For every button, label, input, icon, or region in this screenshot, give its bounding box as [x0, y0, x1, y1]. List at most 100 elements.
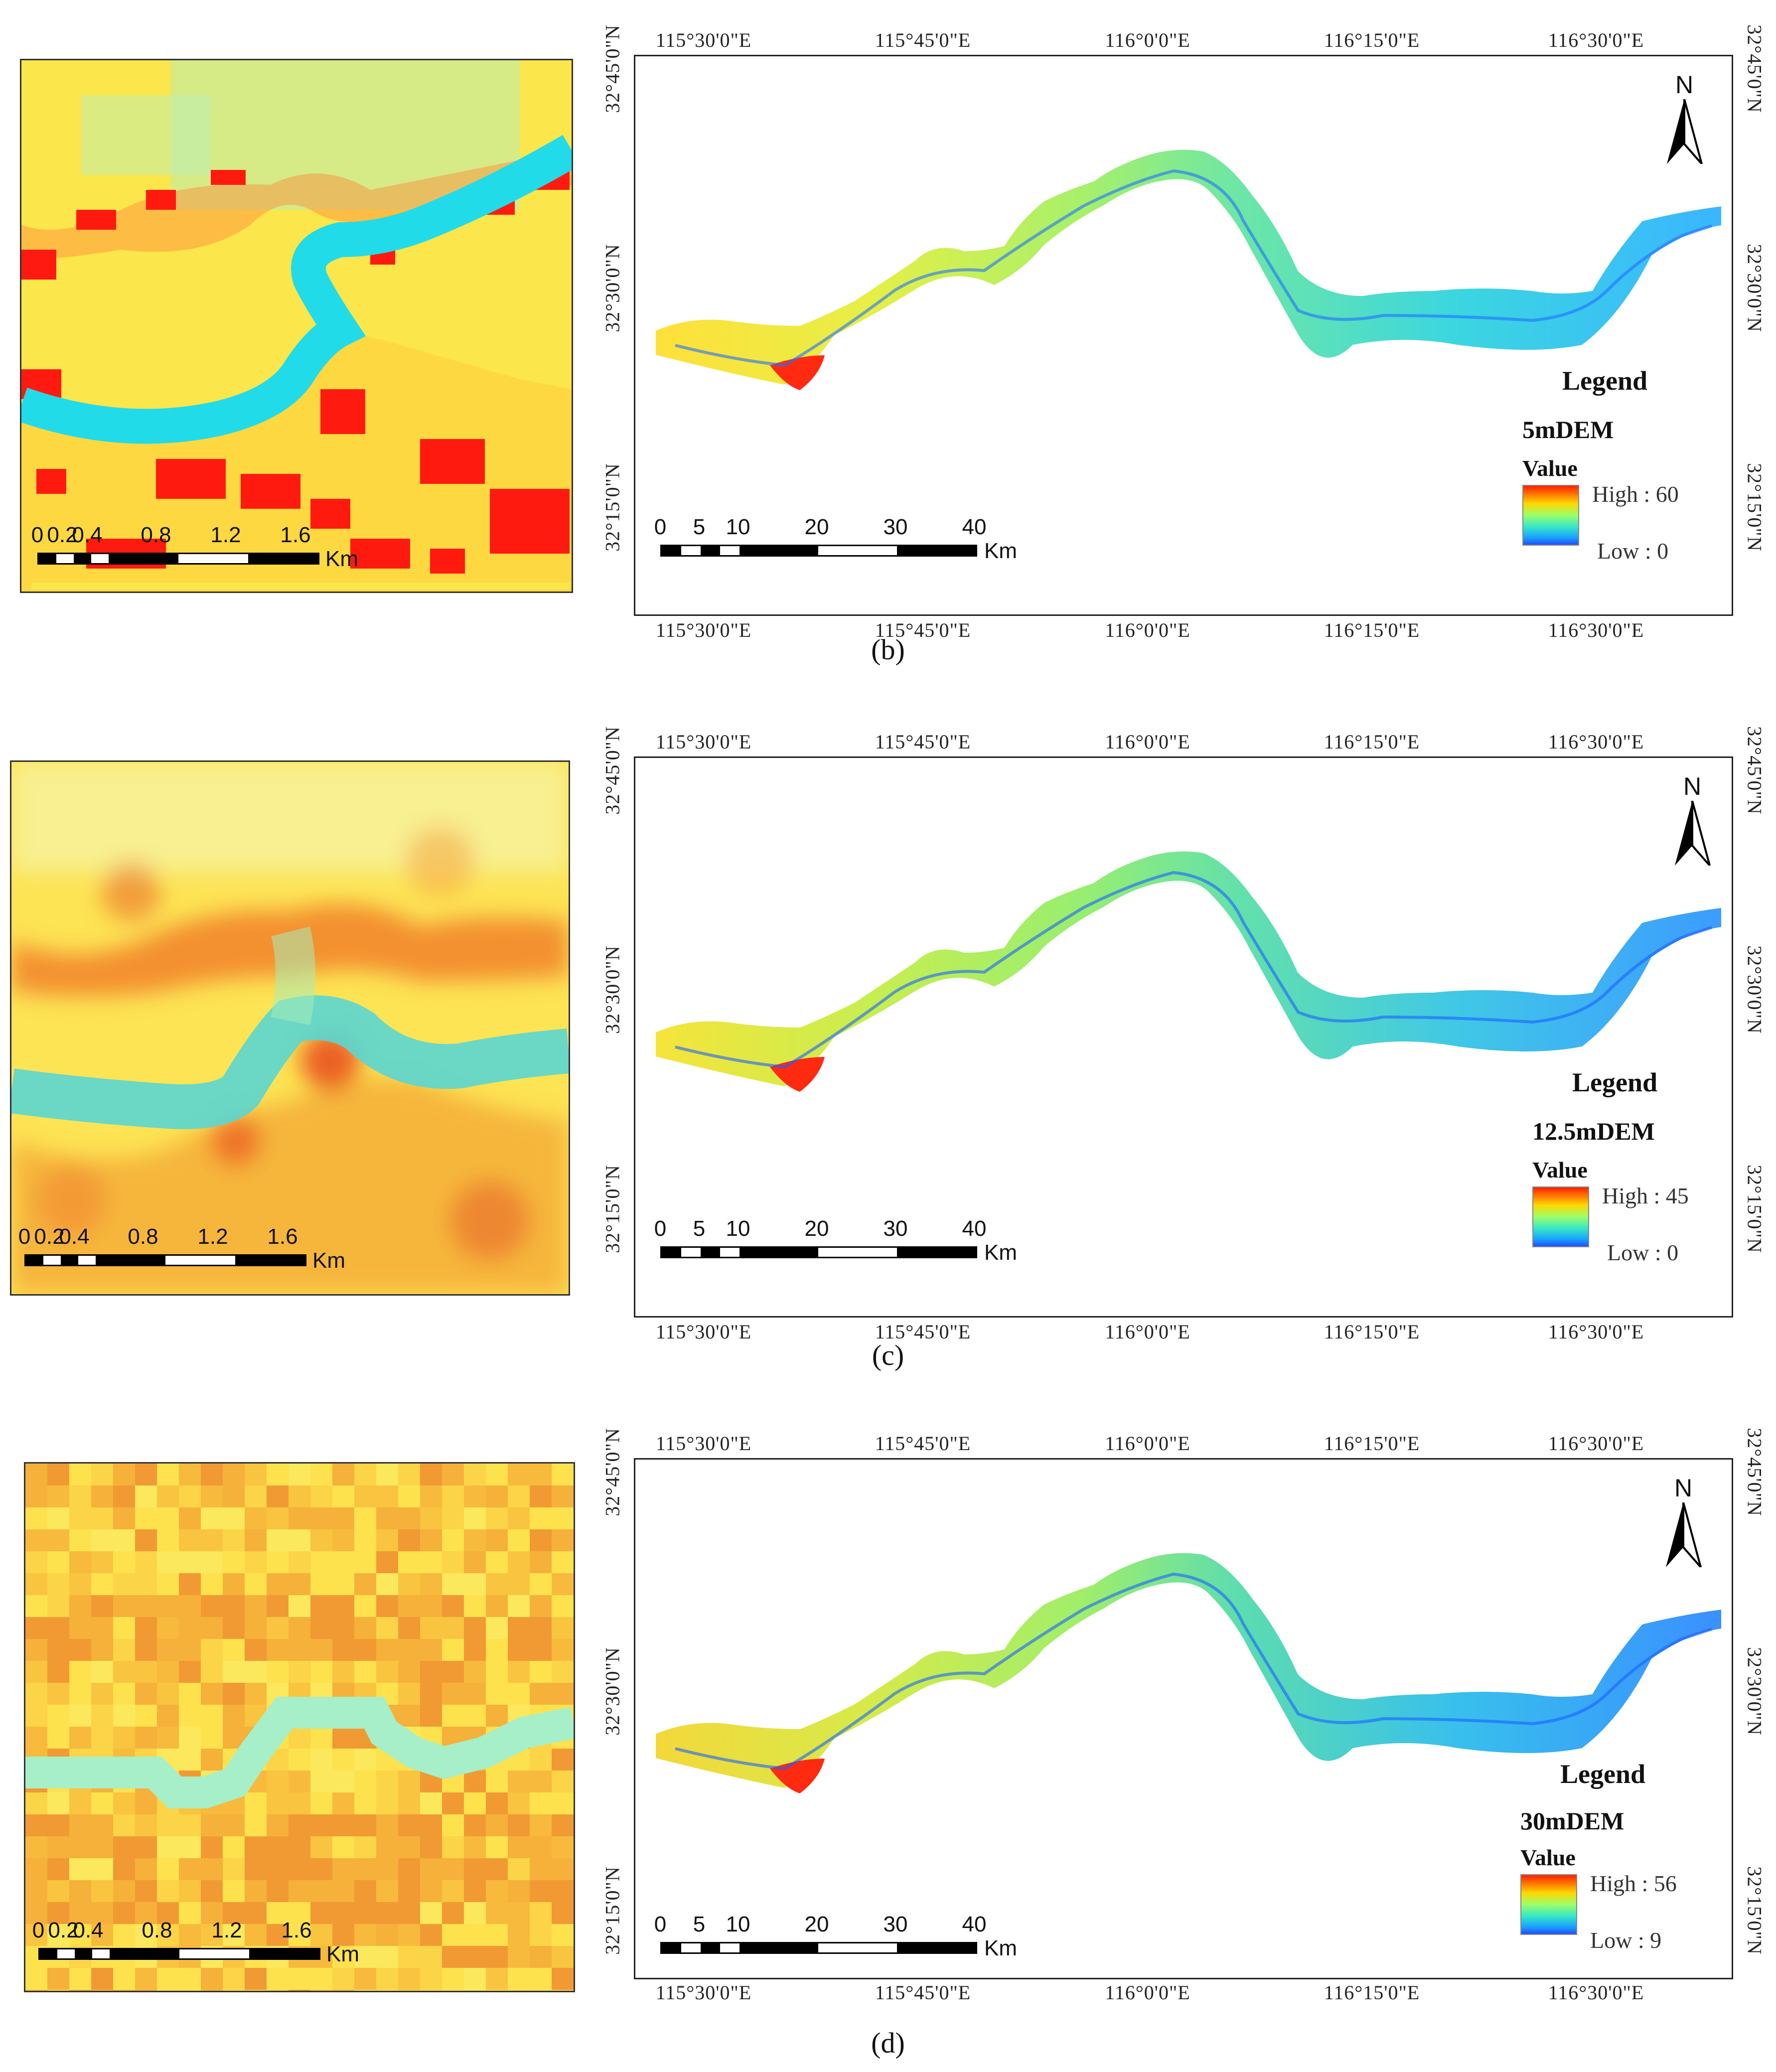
lat-label-right: 32°30'0"N [1743, 244, 1766, 332]
map-scale-unit: Km [984, 1240, 1017, 1265]
zoom-scale-d: 0 0.2 0.4 0.8 1.2 1.6 Km [32, 1918, 381, 1968]
lat-label-left: 32°30'0"N [601, 1647, 624, 1736]
map-scale-bar [660, 545, 977, 557]
lon-label-top: 116°0'0"E [1105, 1432, 1190, 1455]
zoom-scale-c: 0 0.2 0.4 0.8 1.2 1.6 Km [18, 1224, 367, 1274]
zoom-scale-unit: Km [325, 547, 358, 571]
zoom-scale-tick: 1.2 [210, 523, 241, 547]
legend-high: High : 56 [1590, 1871, 1677, 1896]
lat-label-left: 32°15'0"N [601, 1866, 624, 1955]
lon-label-top: 116°30'0"E [1548, 29, 1644, 51]
zoom-scale-tick: 0 [18, 1224, 31, 1249]
lon-label-bottom: 116°0'0"E [1105, 1981, 1190, 2004]
legend-high: High : 45 [1602, 1183, 1689, 1208]
north-arrow-icon [1667, 99, 1703, 164]
lon-label-bottom: 116°30'0"E [1548, 619, 1644, 641]
lon-label-top: 116°15'0"E [1324, 731, 1420, 753]
panel-caption: (c) [872, 1339, 904, 1371]
map-scale-bar [660, 1942, 977, 1954]
legend-title: Legend [1562, 366, 1648, 396]
legend-color-ramp [1532, 1186, 1589, 1247]
zoom-scale-tick: 1.2 [197, 1224, 228, 1249]
lon-label-top: 115°30'0"E [655, 731, 752, 753]
north-arrow: N [1662, 70, 1707, 164]
zoom-scale-tick: 1.2 [211, 1918, 242, 1942]
map-scale-tick: 30 [883, 515, 908, 539]
lon-label-top: 116°30'0"E [1548, 1432, 1644, 1455]
map-scale-tick: 5 [693, 1216, 706, 1241]
lon-label-top: 116°15'0"E [1324, 1432, 1420, 1455]
zoom-scale-b: 0 0.2 0.4 0.8 1.2 1.6 Km [31, 523, 380, 573]
legend-b: Legend 5mDEM Value High : 60 Low : 0 [1522, 365, 1722, 604]
lon-label-bottom: 116°15'0"E [1324, 1321, 1420, 1343]
lat-label-left: 32°45'0"N [601, 1428, 624, 1516]
zoom-scale-unit: Km [326, 1942, 359, 1966]
lon-label-top: 116°0'0"E [1105, 29, 1190, 51]
zoom-scale-unit: Km [312, 1248, 345, 1273]
river-strip-map-b [655, 148, 1722, 390]
lon-label-bottom: 116°30'0"E [1548, 1981, 1644, 2004]
north-arrow: N [1661, 1474, 1706, 1567]
lon-label-top: 115°45'0"E [875, 29, 971, 51]
zoom-raster-30m [25, 1464, 574, 1991]
legend-title: Legend [1560, 1759, 1646, 1789]
lat-label-right: 32°45'0"N [1743, 726, 1766, 815]
zoom-scale-bar [37, 553, 319, 565]
zoom-scale-tick: 0.2 [48, 1918, 79, 1942]
zoom-raster-5m [21, 60, 572, 592]
lon-label-top: 115°30'0"E [655, 29, 752, 51]
legend-value-label: Value [1532, 1157, 1588, 1183]
map-scale-tick: 10 [726, 1216, 750, 1241]
legend-high: High : 60 [1592, 481, 1679, 507]
floodplain-strip [655, 1552, 1722, 1789]
map-scale-tick: 40 [962, 1216, 987, 1241]
lat-label-right: 32°15'0"N [1743, 463, 1766, 552]
zoom-scale-tick: 0 [32, 1918, 45, 1942]
lon-label-bottom: 116°0'0"E [1105, 619, 1190, 641]
lon-label-bottom: 116°0'0"E [1105, 1321, 1190, 1343]
lon-label-bottom: 115°45'0"E [875, 619, 971, 641]
map-scale-bar [660, 1246, 977, 1258]
lat-label-left: 32°45'0"N [601, 726, 624, 815]
zoom-raster-12-5m [11, 762, 569, 1294]
lon-label-bottom: 115°45'0"E [875, 1321, 971, 1343]
north-arrow-label: N [1683, 772, 1702, 800]
legend-low: Low : 0 [1597, 538, 1669, 564]
legend-dataset: 5mDEM [1522, 416, 1614, 444]
map-scale-tick: 10 [726, 1912, 750, 1936]
zoom-scale-bar [24, 1254, 306, 1266]
zoom-inset-c: 0 0.2 0.4 0.8 1.2 1.6 Km [10, 760, 570, 1296]
lon-label-top: 115°45'0"E [875, 1432, 971, 1455]
lon-label-top: 116°15'0"E [1324, 29, 1420, 51]
zoom-scale-tick: 0.4 [73, 1918, 104, 1942]
map-scale-tick: 40 [962, 515, 987, 539]
panel-caption: (b) [871, 633, 905, 666]
zoom-scale-tick: 0.8 [128, 1224, 158, 1249]
legend-c: Legend 12.5mDEM Value High : 45 Low : 0 [1532, 1067, 1732, 1306]
map-scale-d: 0 5 10 20 30 40 Km [645, 1912, 1044, 1967]
river-strip-map-c [655, 850, 1722, 1092]
map-scale-tick: 30 [883, 1912, 908, 1936]
north-arrow-label: N [1674, 1474, 1693, 1502]
map-scale-unit: Km [984, 1936, 1017, 1960]
lat-label-left: 32°45'0"N [601, 24, 624, 113]
zoom-scale-tick: 1.6 [281, 1918, 312, 1942]
lat-label-right: 32°30'0"N [1743, 1647, 1766, 1736]
zoom-scale-tick: 0.2 [34, 1224, 65, 1249]
lon-label-top: 115°30'0"E [655, 1432, 752, 1455]
zoom-inset-b: 0 0.2 0.4 0.8 1.2 1.6 Km [20, 59, 573, 593]
zoom-scale-tick: 0.2 [47, 523, 78, 547]
north-arrow-label: N [1675, 71, 1694, 99]
zoom-inset-d: 0 0.2 0.4 0.8 1.2 1.6 Km [24, 1462, 575, 1992]
map-scale-tick: 0 [654, 1216, 667, 1241]
zoom-scale-bar [38, 1948, 320, 1960]
lon-label-top: 115°45'0"E [875, 731, 971, 753]
lat-label-left: 32°15'0"N [601, 1165, 624, 1253]
map-frame-d: 115°30'0"E 115°45'0"E 116°0'0"E 116°15'0… [601, 1428, 1766, 2004]
lon-label-bottom: 115°30'0"E [655, 1981, 752, 2004]
lon-label-bottom: 116°30'0"E [1548, 1321, 1644, 1343]
north-arrow-icon [1675, 801, 1711, 866]
legend-low: Low : 0 [1607, 1240, 1679, 1265]
zoom-scale-tick: 0.8 [141, 523, 171, 547]
zoom-scale-tick: 1.6 [267, 1224, 298, 1249]
